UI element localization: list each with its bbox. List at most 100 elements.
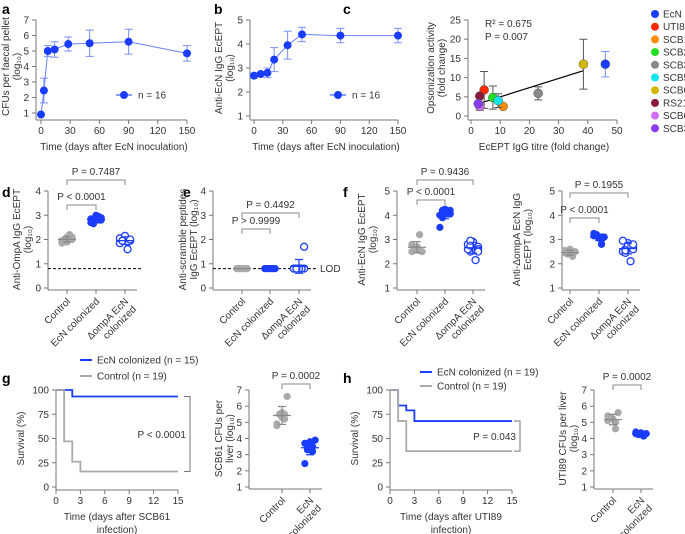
- y-tick-label: 3: [581, 450, 587, 461]
- y-axis-label: (log₁₀): [569, 425, 580, 453]
- y-tick-label: 5: [23, 47, 29, 58]
- x-tick-label: 150: [179, 126, 196, 137]
- significance-bracket: [66, 204, 97, 210]
- data-point: [64, 40, 73, 49]
- panel-label: b: [214, 1, 223, 17]
- legend-label: Control (n = 19): [97, 372, 167, 383]
- y-axis-label: liver (log₁₀): [225, 414, 236, 463]
- x-tick-label: 15: [506, 496, 518, 507]
- x-tick-label: 15: [172, 496, 184, 507]
- significance-bracket: [281, 383, 311, 389]
- panel-label: c: [343, 1, 351, 17]
- legend-label: n = 16: [352, 91, 381, 102]
- mean-sd-bar: [436, 208, 454, 220]
- legend-marker: [651, 60, 659, 69]
- y-tick-label: 3: [237, 64, 243, 75]
- y-axis-label: Anti-OmpA IgG EcEPT: [12, 189, 23, 290]
- panel-c: c 0 5 10 15 20 25 Opsonization activity (fold ch…: [343, 1, 685, 153]
- data-point: [604, 417, 612, 425]
- x-tick-label: 10: [495, 126, 507, 137]
- data-point: [39, 86, 48, 95]
- panel-label: e: [183, 184, 191, 200]
- panel-a: a 1 2 3 4 5 6 7 CFUs per faecal pellet (log₁₀) 0 30…: [1, 1, 196, 153]
- y-tick-label: 25: [38, 458, 50, 469]
- y-tick-label: 75: [372, 410, 384, 421]
- y-tick-label: 2: [549, 259, 555, 270]
- category-label-line: Control: [589, 495, 620, 526]
- data-point: [263, 68, 272, 77]
- p-value: P < 0.0001: [560, 205, 609, 216]
- lod-label: LOD: [320, 264, 341, 275]
- mean-sd-bar: [561, 249, 579, 256]
- data-point: [611, 418, 620, 426]
- y-tick-label: 2: [581, 466, 587, 477]
- y-tick-label: 1: [23, 109, 29, 120]
- x-axis-label: Time (days after EcN inoculation): [252, 142, 399, 153]
- x-axis-label: infection): [97, 525, 138, 534]
- y-tick-label: 7: [23, 16, 29, 27]
- y-tick-label: 0: [377, 483, 383, 494]
- y-tick-label: 1: [549, 284, 555, 295]
- x-tick-label: 12: [148, 496, 160, 507]
- data-point: [626, 257, 635, 266]
- x-axis-label: infection): [431, 525, 472, 534]
- x-tick-label: 40: [582, 126, 594, 137]
- x-axis-label: Time (days after EcN inoculation): [40, 142, 187, 153]
- x-tick-label: 12: [482, 496, 494, 507]
- legend-marker: [651, 111, 659, 120]
- y-tick-label: 3: [384, 235, 390, 246]
- p-value: P = 0.1955: [575, 180, 624, 191]
- mean-sd-bar: [290, 258, 308, 274]
- mean-sd-bar: [408, 240, 426, 254]
- y-tick-label: 4: [549, 211, 555, 222]
- y-tick-label: 75: [38, 410, 50, 421]
- y-axis-label: EcEPT (log₁₀): [523, 209, 534, 270]
- data-point: [270, 55, 279, 64]
- survival-curve: [56, 389, 178, 398]
- legend-marker: [651, 86, 659, 95]
- data-point: [298, 30, 306, 39]
- data-point: [97, 214, 105, 222]
- x-tick-label: 6: [102, 496, 108, 507]
- y-axis-label: SCB61 CFUs per: [214, 399, 225, 477]
- y-tick-label: 0: [200, 284, 206, 295]
- y-tick-label: 4: [581, 434, 587, 445]
- data-point: [283, 41, 292, 50]
- data-point: [250, 71, 258, 80]
- x-tick-label: 60: [306, 126, 318, 137]
- p-value: P < 0.0001: [57, 192, 106, 203]
- y-axis-label: (log₁₀): [23, 226, 34, 254]
- x-axis-label: EcEPT IgG titre (fold change): [479, 142, 609, 153]
- panel-h1: h 0 25 50 75 100 Survival (%) 0 3 6 9 12 15 Time (day…: [343, 368, 538, 534]
- p-value: P = 0.0002: [603, 372, 652, 383]
- mean-sd-bar: [464, 241, 482, 254]
- x-axis-label: Time (days after UTI89: [400, 512, 502, 523]
- stat-annotation: P = 0.007: [485, 32, 528, 43]
- y-axis-label: (log₁₀): [12, 53, 23, 81]
- y-tick-label: 50: [372, 434, 384, 445]
- y-tick-label: 10: [450, 73, 462, 84]
- legend-label: UTI89: [663, 22, 685, 33]
- y-axis-label: CFUs per faecal pellet: [1, 17, 12, 116]
- data-point: [408, 240, 416, 248]
- y-axis-label: IgG EcEPT (log₁₀): [189, 199, 200, 279]
- survival-curve: [390, 389, 512, 453]
- x-tick-label: 30: [553, 126, 565, 137]
- x-tick-label: 0: [387, 496, 393, 507]
- significance-bracket: [184, 395, 191, 472]
- y-tick-label: 6: [236, 402, 242, 413]
- data-point: [273, 420, 281, 428]
- x-axis-label: Time (days after SCB61: [64, 512, 171, 523]
- data-point-scb34: [533, 88, 543, 99]
- category-label-line: Control: [258, 495, 289, 526]
- x-tick-label: 3: [412, 496, 418, 507]
- legend-label: SCB34: [663, 60, 685, 71]
- y-tick-label: 7: [581, 386, 587, 397]
- x-tick-label: 3: [78, 496, 84, 507]
- x-tick-label: 9: [460, 496, 466, 507]
- y-tick-label: 4: [23, 62, 29, 73]
- y-tick-label: 2: [200, 235, 206, 246]
- y-tick-label: 3: [23, 78, 29, 89]
